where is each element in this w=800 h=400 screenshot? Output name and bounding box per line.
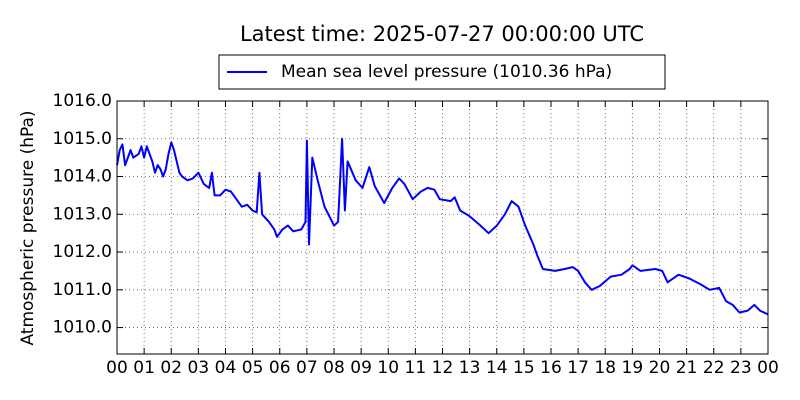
x-tick-label: 12 (432, 358, 454, 378)
x-tick-label: 17 (567, 358, 589, 378)
chart-title: Latest time: 2025-07-27 00:00:00 UTC (240, 22, 644, 46)
x-tick-label: 19 (622, 358, 644, 378)
x-tick-label: 02 (160, 358, 182, 378)
y-tick-label: 1011.0 (53, 280, 112, 300)
x-tick-label: 07 (296, 358, 318, 378)
x-tick-label: 06 (269, 358, 291, 378)
x-tick-label: 11 (405, 358, 427, 378)
x-tick-label: 04 (215, 358, 237, 378)
x-tick-label: 10 (377, 358, 399, 378)
y-tick-label: 1016.0 (53, 91, 112, 111)
x-tick-label: 16 (540, 358, 562, 378)
y-tick-label: 1015.0 (53, 129, 112, 149)
y-tick-label: 1012.0 (53, 242, 112, 262)
x-tick-label: 21 (676, 358, 698, 378)
x-tick-label: 00 (757, 358, 779, 378)
x-tick-label: 05 (242, 358, 264, 378)
x-tick-label: 09 (350, 358, 372, 378)
x-tick-label: 08 (323, 358, 345, 378)
x-tick-label: 18 (594, 358, 616, 378)
x-tick-label: 13 (459, 358, 481, 378)
x-tick-label: 14 (486, 358, 508, 378)
x-tick-label: 23 (730, 358, 752, 378)
legend-label: Mean sea level pressure (1010.36 hPa) (281, 62, 612, 82)
x-tick-label: 22 (703, 358, 725, 378)
y-tick-label: 1014.0 (53, 167, 112, 187)
data-line (116, 137, 769, 316)
y-axis-label: Atmospheric pressure (hPa) (18, 110, 38, 345)
x-tick-label: 15 (513, 358, 535, 378)
plot-frame (116, 100, 769, 355)
x-tick-label: 00 (106, 358, 128, 378)
y-tick-label: 1010.0 (53, 318, 112, 338)
x-tick-label: 20 (649, 358, 671, 378)
x-tick-label: 01 (133, 358, 155, 378)
y-tick-label: 1013.0 (53, 204, 112, 224)
legend-box (218, 54, 666, 90)
x-tick-label: 03 (188, 358, 210, 378)
